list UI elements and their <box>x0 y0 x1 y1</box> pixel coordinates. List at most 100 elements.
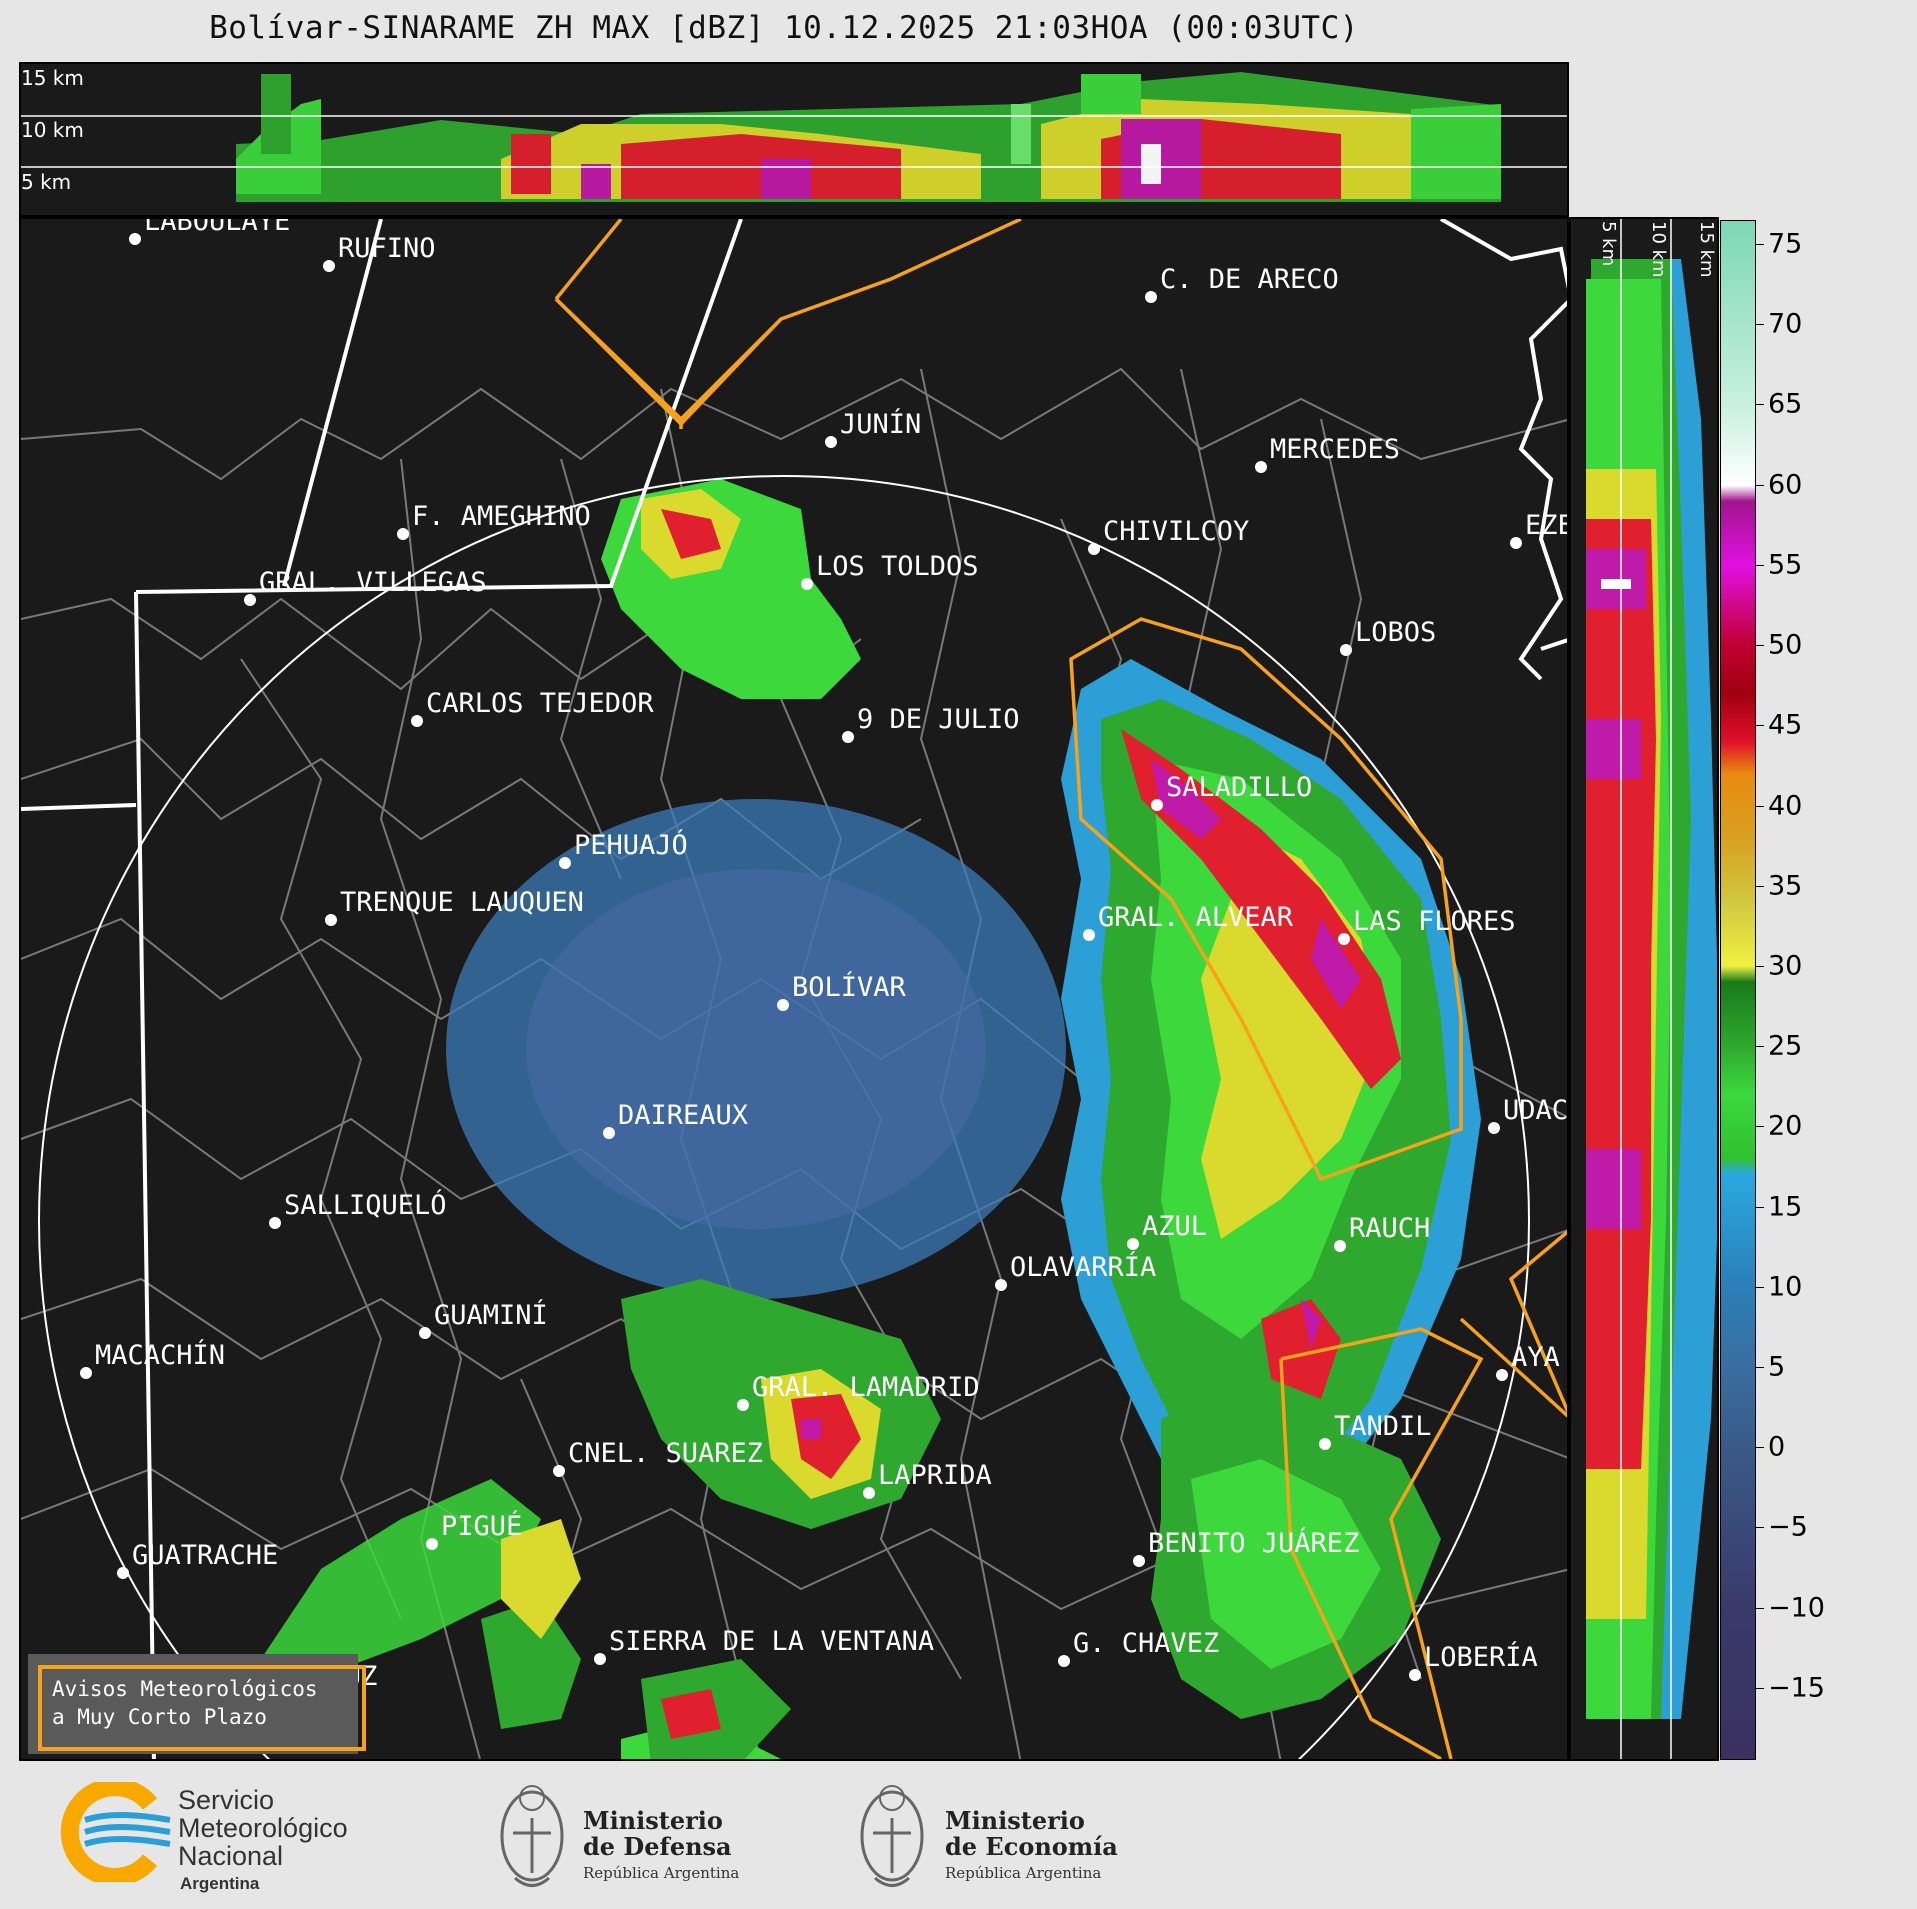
colorbar-tick-label: 60 <box>1768 469 1803 501</box>
smn-line3: Nacional <box>178 1841 284 1871</box>
city-marker <box>129 233 141 245</box>
city-label: GUATRACHE <box>132 1540 279 1571</box>
city-label: CARLOS TEJEDOR <box>426 688 654 719</box>
city-label: GRAL. ALVEAR <box>1098 902 1294 933</box>
provincial-boundaries <box>21 219 1567 1759</box>
colorbar-tick-mark <box>1756 1126 1764 1128</box>
side-level-15km: 15 km <box>1696 221 1717 278</box>
top-level-15km: 15 km <box>21 66 84 90</box>
colorbar-tick-label: 10 <box>1768 1271 1803 1303</box>
city-label: LOBOS <box>1355 617 1437 648</box>
side-level-10km: 10 km <box>1648 221 1669 278</box>
city-label: 9 DE JULIO <box>857 704 1020 735</box>
city-label: PIGUÉ <box>441 1511 523 1542</box>
city-label: LOBERÍA <box>1424 1642 1538 1673</box>
city-marker <box>1488 1122 1500 1134</box>
city-label: SIERRA DE LA VENTANA <box>609 1626 935 1657</box>
city-label: G. CHAVEZ <box>1073 1628 1220 1659</box>
city-label: TRENQUE LAUQUEN <box>340 887 584 918</box>
city-label: JUNÍN <box>840 409 922 440</box>
top-level-10km: 10 km <box>21 118 84 142</box>
city-label: SALADILLO <box>1166 772 1313 803</box>
colorbar-tick-label: 70 <box>1768 308 1803 340</box>
defensa-line1: Ministerio <box>583 1806 723 1835</box>
city-label: RAUCH <box>1349 1213 1431 1244</box>
city-marker <box>325 914 337 926</box>
city-marker <box>1058 1655 1070 1667</box>
top-profile-echoes <box>21 72 1567 202</box>
colorbar-tick-mark <box>1756 1447 1764 1449</box>
colorbar-tick-label: 0 <box>1768 1431 1786 1463</box>
top-height-profile: 15 km 10 km 5 km <box>19 62 1569 217</box>
colorbar-tick-label: 75 <box>1768 228 1803 260</box>
colorbar-tick-label: 40 <box>1768 790 1803 822</box>
city-marker <box>1340 644 1352 656</box>
colorbar-tick-label: −15 <box>1768 1672 1825 1704</box>
colorbar-tick-mark <box>1756 1206 1764 1208</box>
city-label: RUFINO <box>338 233 436 264</box>
city-label: GRAL. LAMADRID <box>752 1372 980 1403</box>
colorbar-tick-label: 25 <box>1768 1030 1803 1062</box>
city-marker <box>801 578 813 590</box>
city-marker <box>594 1653 606 1665</box>
city-label: GUAMINÍ <box>434 1300 548 1331</box>
radar-map[interactable]: LABOULAYE RUFINO C. DE ARECO JUNÍN MERCEDES F… <box>19 217 1569 1761</box>
city-label: TANDIL <box>1334 1411 1432 1442</box>
colorbar-tick-label: 30 <box>1768 950 1803 982</box>
city-marker <box>603 1127 615 1139</box>
colorbar-tick-mark <box>1756 725 1764 727</box>
dbz-colorbar <box>1720 220 1756 1760</box>
colorbar-tick-label: 5 <box>1768 1351 1786 1383</box>
city-marker <box>1338 933 1350 945</box>
city-marker <box>559 857 571 869</box>
city-marker <box>426 1538 438 1550</box>
smn-logo-icon <box>60 1782 171 1882</box>
city-marker <box>411 715 423 727</box>
city-marker <box>244 594 256 606</box>
warning-legend: Avisos Meteorológicos a Muy Corto Plazo <box>28 1654 366 1754</box>
city-marker <box>1083 929 1095 941</box>
colorbar-tick-mark <box>1756 564 1764 566</box>
city-label: EZE <box>1525 510 1569 541</box>
city-label: OLAVARRÍA <box>1010 1252 1157 1283</box>
city-label: MERCEDES <box>1270 434 1401 465</box>
city-marker <box>117 1567 129 1579</box>
range-ring <box>38 475 1530 1759</box>
economia-line3: República Argentina <box>945 1864 1102 1882</box>
city-marker <box>1334 1240 1346 1252</box>
economia-seal-icon <box>860 1785 924 1887</box>
colorbar-tick-label: 50 <box>1768 629 1803 661</box>
smn-line4: Argentina <box>180 1874 260 1893</box>
colorbar-tick-mark <box>1756 1527 1764 1529</box>
city-marker <box>269 1217 281 1229</box>
city-label: LABOULAYE <box>144 217 291 237</box>
city-label: BOLÍVAR <box>792 972 906 1003</box>
city-marker <box>1127 1238 1139 1250</box>
colorbar-tick-label: 15 <box>1768 1191 1803 1223</box>
colorbar-tick-mark <box>1756 1046 1764 1048</box>
city-marker <box>553 1465 565 1477</box>
colorbar-tick-label: 35 <box>1768 870 1803 902</box>
colorbar-tick-mark <box>1756 885 1764 887</box>
side-profile-echoes <box>1586 219 1717 1759</box>
map-graphics <box>21 219 1567 1759</box>
defensa-line3: República Argentina <box>583 1864 740 1882</box>
city-marker <box>825 436 837 448</box>
side-height-profile: 5 km 10 km 15 km <box>1569 217 1719 1761</box>
colorbar-tick-mark <box>1756 1366 1764 1368</box>
warning-legend-box: Avisos Meteorológicos a Muy Corto Plazo <box>38 1665 366 1751</box>
city-label: AZUL <box>1142 1211 1208 1242</box>
defensa-seal-icon <box>500 1785 564 1887</box>
city-marker <box>1145 291 1157 303</box>
smn-logo-text: Servicio Meteorológico Nacional Argentin… <box>178 1786 348 1898</box>
smn-line2: Meteorológico <box>178 1813 348 1843</box>
colorbar-tick-mark <box>1756 1687 1764 1689</box>
city-marker <box>1409 1669 1421 1681</box>
colorbar-tick-mark <box>1756 324 1764 326</box>
city-marker <box>1088 543 1100 555</box>
city-marker <box>842 731 854 743</box>
colorbar-tick-label: −10 <box>1768 1592 1825 1624</box>
warning-polygons <box>554 219 1567 1759</box>
economia-line2: de Economía <box>945 1832 1118 1861</box>
city-label: CNEL. SUAREZ <box>568 1438 764 1469</box>
